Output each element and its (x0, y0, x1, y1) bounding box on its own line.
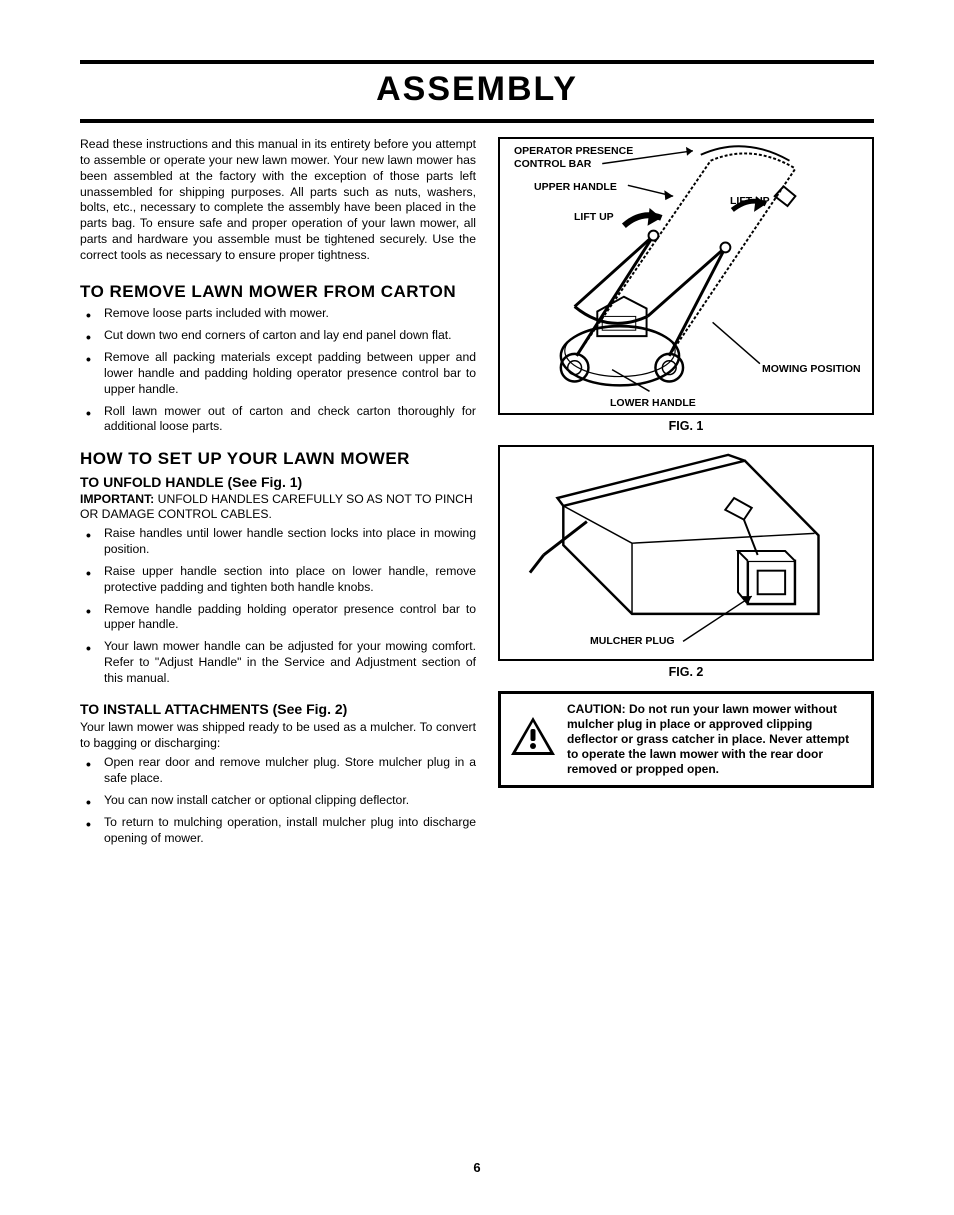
content-columns: Read these instructions and this manual … (80, 137, 874, 861)
page-title: ASSEMBLY (80, 70, 874, 109)
section-heading-setup: HOW TO SET UP YOUR LAWN MOWER (80, 449, 476, 469)
caution-label: CAUTION: (567, 702, 626, 716)
subheading-attachments: TO INSTALL ATTACHMENTS (See Fig. 2) (80, 701, 476, 718)
section-heading-remove: TO REMOVE LAWN MOWER FROM CARTON (80, 282, 476, 302)
unfold-handle-list: Raise handles until lower handle section… (80, 526, 476, 687)
label-lower-handle: LOWER HANDLE (610, 397, 696, 409)
remove-carton-list: Remove loose parts included with mower. … (80, 306, 476, 435)
list-item: Raise handles until lower handle section… (80, 526, 476, 558)
figure-2-caption: FIG. 2 (498, 665, 874, 679)
important-note: IMPORTANT: UNFOLD HANDLES CAREFULLY SO A… (80, 492, 476, 523)
figure-2-illustration (500, 447, 872, 659)
subheading-unfold: TO UNFOLD HANDLE (See Fig. 1) (80, 474, 476, 490)
title-banner: ASSEMBLY (80, 60, 874, 123)
attachments-desc: Your lawn mower was shipped ready to be … (80, 720, 476, 752)
warning-icon (509, 715, 557, 764)
intro-paragraph: Read these instructions and this manual … (80, 137, 476, 264)
list-item: Remove handle padding holding operator p… (80, 602, 476, 634)
label-mulcher-plug: MULCHER PLUG (590, 635, 675, 647)
attachments-list: Open rear door and remove mulcher plug. … (80, 755, 476, 846)
important-label: IMPORTANT: (80, 492, 154, 506)
list-item: Roll lawn mower out of carton and check … (80, 404, 476, 436)
list-item: Remove loose parts included with mower. (80, 306, 476, 322)
page-number: 6 (473, 1160, 480, 1175)
caution-text: CAUTION: Do not run your lawn mower with… (567, 702, 863, 777)
figure-1-caption: FIG. 1 (498, 419, 874, 433)
label-lift-up-2: LIFT UP (574, 211, 614, 223)
list-item: Raise upper handle section into place on… (80, 564, 476, 596)
left-column: Read these instructions and this manual … (80, 137, 476, 861)
list-item: Cut down two end corners of carton and l… (80, 328, 476, 344)
list-item: Open rear door and remove mulcher plug. … (80, 755, 476, 787)
list-item: To return to mulching operation, install… (80, 815, 476, 847)
label-upper-handle: UPPER HANDLE (534, 181, 617, 193)
label-lift-up-1: LIFT UP (730, 195, 770, 207)
caution-box: CAUTION: Do not run your lawn mower with… (498, 691, 874, 788)
label-control-bar: CONTROL BAR (514, 158, 591, 170)
label-operator-presence: OPERATOR PRESENCE (514, 145, 633, 157)
list-item: You can now install catcher or optional … (80, 793, 476, 809)
label-mowing-position: MOWING POSITION (762, 363, 861, 375)
list-item: Remove all packing materials except padd… (80, 350, 476, 398)
figure-2-box: MULCHER PLUG (498, 445, 874, 661)
figure-1-box: OPERATOR PRESENCE CONTROL BAR UPPER HAND… (498, 137, 874, 415)
right-column: OPERATOR PRESENCE CONTROL BAR UPPER HAND… (498, 137, 874, 861)
list-item: Your lawn mower handle can be adjusted f… (80, 639, 476, 687)
